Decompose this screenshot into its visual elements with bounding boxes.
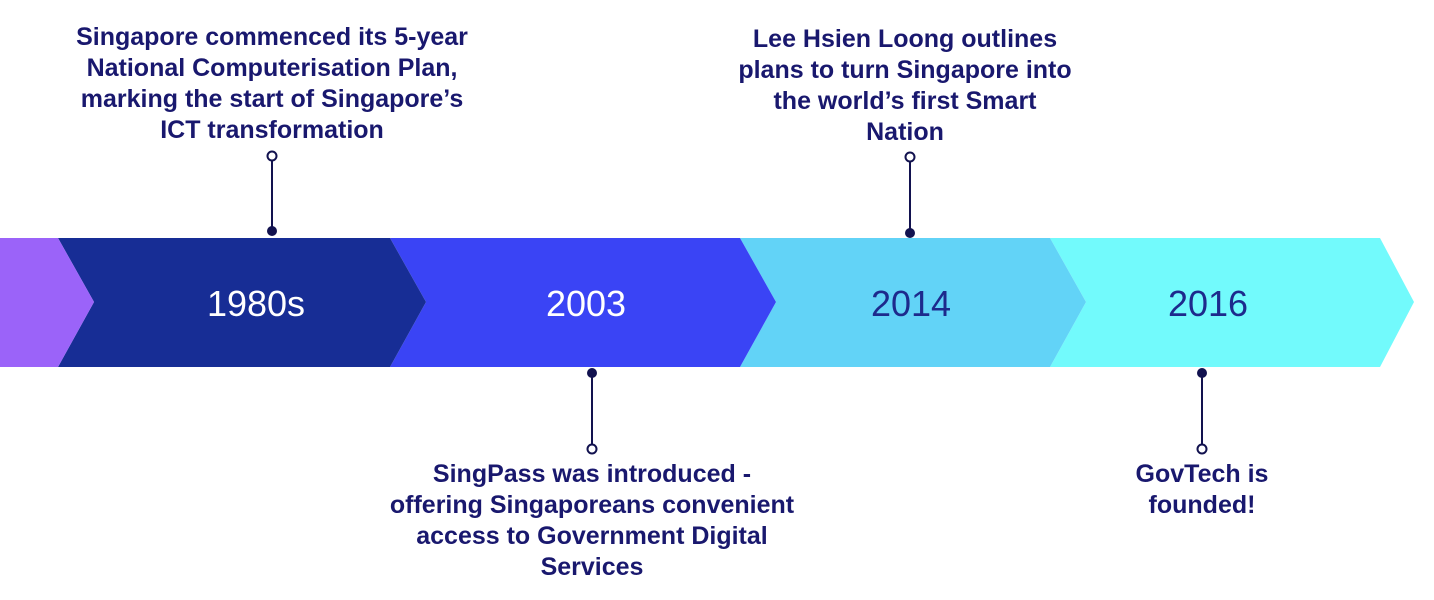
event-2016-description: GovTech is founded! — [1102, 459, 1302, 521]
connector-1980s-anchor-dot — [267, 226, 277, 236]
era-2016-arrow — [1050, 238, 1414, 367]
event-2003-description: SingPass was introduced - offering Singa… — [372, 459, 812, 583]
event-1980s-line: marking the start of Singapore’s — [80, 85, 464, 113]
event-2014-line: Nation — [866, 118, 944, 146]
connector-1980s-end-ring — [266, 150, 278, 162]
era-label-1980s: 1980s — [207, 283, 305, 324]
event-2014-line: Lee Hsien Loong outlines — [752, 25, 1058, 53]
era-2014-arrow — [740, 238, 1086, 367]
connector-2016 — [1196, 368, 1208, 455]
event-2014-line: plans to turn Singapore into — [738, 56, 1072, 84]
connector-2016-end-ring — [1196, 443, 1208, 455]
connector-1980s — [266, 150, 278, 236]
event-1980s-description: Singapore commenced its 5-year National … — [62, 22, 482, 146]
event-2003-line: SingPass was introduced - — [432, 460, 752, 488]
event-2003-line: Services — [540, 553, 644, 581]
connector-2014-end-ring — [904, 151, 916, 163]
era-label-2016: 2016 — [1168, 283, 1248, 324]
event-2014-description: Lee Hsien Loong outlines plans to turn S… — [710, 24, 1100, 148]
event-1980s-line: National Computerisation Plan, — [86, 54, 458, 82]
connector-2003 — [586, 368, 598, 455]
event-2003-line: access to Government Digital — [416, 522, 768, 550]
era-label-2014: 2014 — [871, 283, 951, 324]
connector-2003-end-ring — [586, 443, 598, 455]
event-1980s-line: ICT transformation — [160, 116, 384, 144]
event-2003-line: offering Singaporeans convenient — [389, 491, 795, 519]
connector-2014 — [904, 151, 916, 238]
connector-2016-anchor-dot — [1197, 368, 1207, 378]
event-1980s-line: Singapore commenced its 5-year — [76, 23, 468, 51]
era-label-2003: 2003 — [546, 283, 626, 324]
lead-arrow-segment — [0, 238, 94, 367]
connector-2003-anchor-dot — [587, 368, 597, 378]
event-2016-line: founded! — [1148, 491, 1256, 519]
connector-2014-anchor-dot — [905, 228, 915, 238]
event-2016-line: GovTech is — [1135, 460, 1269, 488]
event-2014-line: the world’s first Smart — [773, 87, 1037, 115]
era-2003-arrow — [390, 238, 776, 367]
era-1980s-arrow — [58, 238, 426, 367]
